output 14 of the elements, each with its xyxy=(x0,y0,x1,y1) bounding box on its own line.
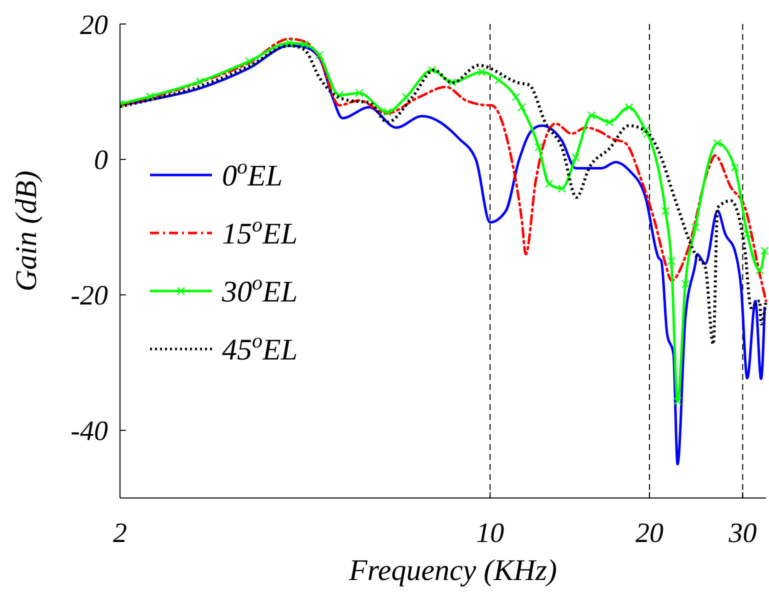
legend-label: 45$^{o}$EL xyxy=(222,328,298,366)
x-axis-title: Frequency (KHz) xyxy=(348,554,557,587)
x-tick-label: 30 xyxy=(728,518,757,549)
legend-label: 30$^{o}$EL xyxy=(221,270,298,308)
y-tick-label: -20 xyxy=(70,280,108,312)
x-tick-label: 10 xyxy=(476,518,504,549)
y-axis-title: Gain (dB) xyxy=(10,170,43,292)
y-tick-label: 0 xyxy=(94,145,108,176)
legend-label: 0$^{o}$EL xyxy=(222,154,283,192)
x-tick-label: 20 xyxy=(635,518,664,549)
y-tick-label: -40 xyxy=(70,416,108,448)
legend-label: 15$^{o}$EL xyxy=(222,212,298,250)
x-tick-label: 2 xyxy=(113,518,127,549)
y-tick-label: 20 xyxy=(80,10,108,41)
